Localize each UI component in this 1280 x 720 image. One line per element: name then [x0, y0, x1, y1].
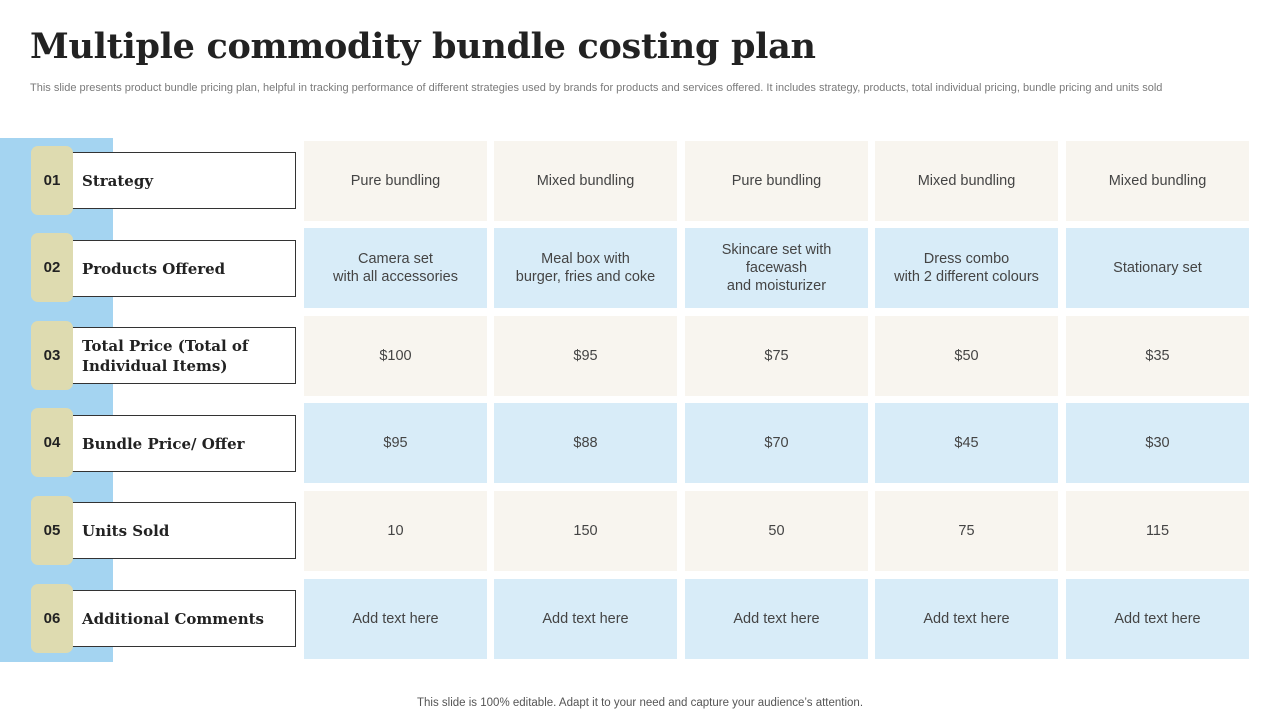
row-label-strategy: Strategy: [36, 152, 296, 209]
row-label-units-sold: Units Sold: [36, 502, 296, 559]
table-cell: 150: [494, 491, 677, 571]
table-cell: 115: [1066, 491, 1249, 571]
table-cell: $45: [875, 403, 1058, 483]
table-cell: Mixed bundling: [1066, 141, 1249, 221]
table-cell: $100: [304, 316, 487, 396]
table-cell: Add text here: [494, 579, 677, 659]
row-label-products-offered: Products Offered: [36, 240, 296, 297]
table-cell: Add text here: [875, 579, 1058, 659]
table-cell: $50: [875, 316, 1058, 396]
row-number-badge: 04: [31, 408, 73, 477]
table-cell: Camera set with all accessories: [304, 228, 487, 308]
row-number-badge: 02: [31, 233, 73, 302]
table-cell: $95: [494, 316, 677, 396]
row-number-badge: 01: [31, 146, 73, 215]
page-subtitle: This slide presents product bundle prici…: [30, 82, 1163, 94]
row-number-badge: 03: [31, 321, 73, 390]
table-cell: $88: [494, 403, 677, 483]
table-cell: $95: [304, 403, 487, 483]
table-cell: Meal box with burger, fries and coke: [494, 228, 677, 308]
table-cell: Stationary set: [1066, 228, 1249, 308]
row-label-additional-comments: Additional Comments: [36, 590, 296, 647]
footer-note: This slide is 100% editable. Adapt it to…: [416, 697, 864, 709]
table-cell: Pure bundling: [685, 141, 868, 221]
table-cell: 10: [304, 491, 487, 571]
table-cell: Add text here: [304, 579, 487, 659]
table-cell: $30: [1066, 403, 1249, 483]
table-cell: $35: [1066, 316, 1249, 396]
page-title: Multiple commodity bundle costing plan: [30, 26, 816, 67]
row-label-bundle-price: Bundle Price/ Offer: [36, 415, 296, 472]
table-cell: $75: [685, 316, 868, 396]
row-label-total-price: Total Price (Total of Individual Items): [36, 327, 296, 384]
row-number-badge: 05: [31, 496, 73, 565]
table-cell: Mixed bundling: [875, 141, 1058, 221]
table-cell: Mixed bundling: [494, 141, 677, 221]
table-cell: $70: [685, 403, 868, 483]
table-cell: Dress combo with 2 different colours: [875, 228, 1058, 308]
table-cell: Skincare set with facewash and moisturiz…: [685, 228, 868, 308]
table-cell: Add text here: [1066, 579, 1249, 659]
row-number-badge: 06: [31, 584, 73, 653]
table-cell: 50: [685, 491, 868, 571]
table-cell: 75: [875, 491, 1058, 571]
table-cell: Add text here: [685, 579, 868, 659]
table-cell: Pure bundling: [304, 141, 487, 221]
side-accent-band: [0, 138, 113, 662]
